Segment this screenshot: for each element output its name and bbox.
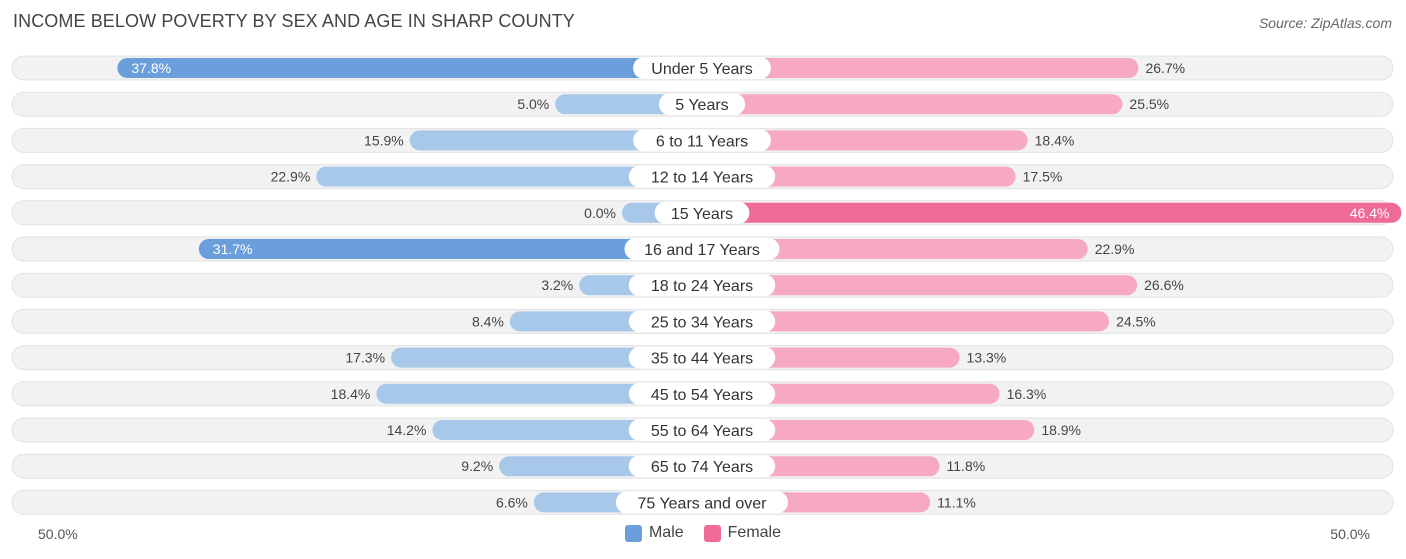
category-label: 75 Years and over — [638, 495, 768, 512]
male-value-label: 17.3% — [345, 350, 385, 366]
category-pill — [628, 455, 776, 478]
category-pill — [628, 274, 776, 297]
male-bar — [376, 383, 702, 404]
male-value-label: 5.0% — [517, 96, 549, 112]
male-value-label: 14.2% — [387, 422, 427, 438]
female-value-label: 18.9% — [1041, 422, 1081, 438]
category-label: 25 to 34 Years — [651, 314, 753, 331]
female-value-label: 46.4% — [1350, 205, 1390, 221]
female-value-label: 25.5% — [1129, 96, 1169, 112]
female-value-label: 13.3% — [967, 350, 1007, 366]
male-value-label: 0.0% — [584, 205, 616, 221]
male-value-label: 37.8% — [131, 60, 171, 76]
legend: Male Female — [0, 524, 1406, 542]
chart-title: INCOME BELOW POVERTY BY SEX AND AGE IN S… — [13, 11, 575, 31]
legend-label-male: Male — [648, 524, 684, 541]
category-pill — [615, 491, 789, 514]
source-label: Source: ZipAtlas.com — [1258, 15, 1392, 31]
category-pill — [628, 310, 776, 333]
female-bar — [702, 383, 1000, 404]
category-label: 5 Years — [675, 97, 728, 114]
category-pill — [628, 419, 776, 441]
category-pill — [624, 238, 780, 260]
category-label: 6 to 11 Years — [656, 133, 748, 150]
category-label: 45 to 54 Years — [651, 387, 753, 404]
legend-item-male: Male — [624, 524, 684, 542]
legend-item-female: Female — [703, 524, 782, 542]
legend-swatch-female — [703, 524, 721, 542]
female-value-label: 18.4% — [1035, 132, 1075, 148]
male-value-label: 31.7% — [213, 241, 253, 257]
female-bar — [702, 58, 1139, 78]
female-bar — [702, 130, 1028, 151]
male-value-label: 22.9% — [271, 169, 311, 185]
female-bar — [702, 239, 1088, 259]
category-pill — [628, 382, 776, 405]
chart-canvas: 37.8% 26.7% Under 5 Years 5.0% 25.5% 5 Years 1… — [11, 55, 1402, 515]
female-bar — [702, 202, 1402, 223]
category-label: 35 to 44 Years — [651, 351, 753, 368]
axis-right-label: 50.0% — [1330, 526, 1370, 542]
female-value-label: 24.5% — [1116, 313, 1156, 329]
female-bar — [702, 311, 1110, 332]
category-pill — [628, 165, 776, 188]
category-label: 55 to 64 Years — [651, 423, 753, 440]
male-value-label: 3.2% — [541, 277, 573, 293]
female-value-label: 11.8% — [947, 458, 986, 474]
female-bar — [702, 420, 1035, 440]
category-label: 12 to 14 Years — [651, 170, 753, 187]
male-value-label: 18.4% — [331, 386, 371, 402]
female-value-label: 16.3% — [1007, 386, 1047, 402]
category-label: 16 and 17 Years — [644, 242, 760, 259]
female-value-label: 22.9% — [1095, 241, 1135, 257]
female-bar — [702, 94, 1123, 115]
category-pill — [654, 201, 750, 224]
female-bar — [702, 275, 1138, 296]
male-value-label: 6.6% — [496, 494, 528, 510]
category-pill — [633, 129, 771, 152]
male-bar — [198, 239, 702, 259]
male-value-label: 15.9% — [364, 132, 404, 148]
legend-swatch-male — [624, 524, 642, 542]
category-label: 65 to 74 Years — [651, 459, 753, 476]
male-bar — [117, 58, 703, 78]
category-pill — [628, 346, 776, 369]
female-value-label: 17.5% — [1023, 169, 1063, 185]
female-bar — [702, 166, 1016, 187]
legend-label-female: Female — [727, 524, 782, 541]
category-pill — [633, 57, 771, 79]
female-value-label: 11.1% — [937, 494, 976, 510]
male-bar — [316, 166, 702, 187]
male-bar — [409, 130, 702, 151]
female-value-label: 26.7% — [1145, 60, 1185, 76]
axis-left-label: 50.0% — [38, 526, 78, 542]
category-label: Under 5 Years — [651, 61, 752, 78]
category-pill — [658, 93, 746, 116]
male-bar — [391, 347, 702, 368]
female-value-label: 26.6% — [1144, 277, 1184, 293]
category-label: 15 Years — [671, 206, 733, 223]
male-value-label: 9.2% — [461, 458, 493, 474]
category-label: 18 to 24 Years — [651, 278, 753, 295]
male-value-label: 8.4% — [472, 313, 504, 329]
